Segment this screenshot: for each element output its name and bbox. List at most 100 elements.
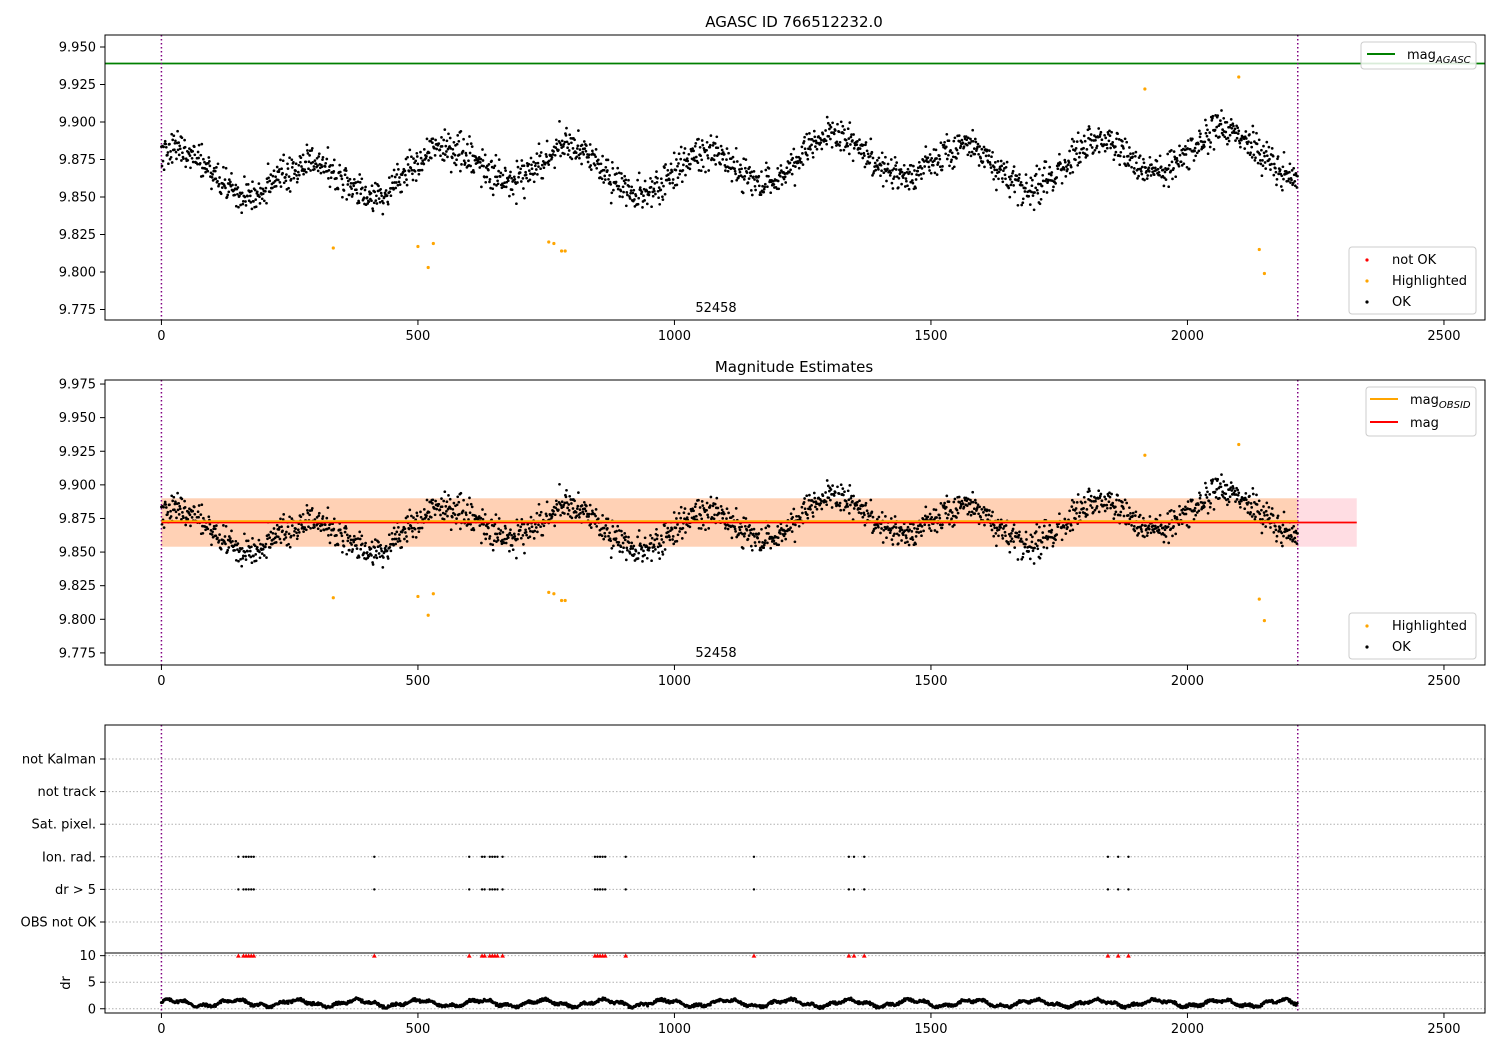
ok-point [537,523,540,527]
ok-point [839,120,843,124]
ok-point [603,178,607,181]
ok-point [1147,524,1151,528]
ok-point [656,545,660,549]
ok-point [1246,151,1250,155]
ok-point [1033,191,1036,194]
ok-point [177,153,181,157]
ok-point [643,536,647,540]
ok-point [1290,178,1293,182]
ok-point [264,545,267,549]
ok-point [1229,486,1233,490]
ok-point [468,151,472,155]
ok-point [1214,134,1218,138]
ok-point [289,177,293,181]
panel2-ytick-label: 9.950 [59,411,96,426]
ok-point [611,525,615,528]
ok-point [952,500,956,504]
ok-point [806,157,810,161]
ok-point [342,544,346,548]
ok-point [295,537,299,541]
ok-point [1169,527,1173,531]
ok-point [749,544,753,548]
ok-point [742,534,746,538]
ok-point [503,537,506,541]
ok-point [650,205,653,209]
ok-point [265,556,268,559]
ok-point [864,503,867,507]
ok-point [999,526,1003,529]
ok-point [515,159,519,163]
ok-point [1088,489,1091,493]
ok-point [340,177,344,181]
ok-point [349,185,352,188]
ok-point [792,147,796,151]
ok-point [1201,140,1205,144]
ok-point [1264,509,1268,513]
ok-point [301,525,304,529]
flag-event-point [242,888,245,891]
ok-point [1070,505,1074,508]
ok-point [350,195,354,198]
legend-label-mag: mag [1410,416,1439,431]
ok-point [181,151,184,155]
ok-point [623,532,627,535]
ok-point [508,194,511,198]
ok-point [633,552,636,556]
ok-point [1125,501,1129,505]
ok-point [1090,138,1094,142]
ok-point [810,138,814,141]
ok-point [1275,539,1278,543]
ok-point [805,153,809,157]
ok-point [863,523,867,527]
ok-point [924,505,928,509]
ok-point [577,491,580,494]
ok-point [645,202,649,206]
ok-point [587,515,590,518]
ok-point [821,132,825,136]
ok-point [735,178,739,182]
ok-point [1234,139,1237,142]
ok-point [627,535,630,539]
ok-point [173,502,177,506]
ok-point [1033,546,1036,550]
ok-point [759,191,762,194]
ok-point [859,512,863,515]
ok-point [394,181,398,184]
ok-point [791,156,795,160]
ok-point [852,494,855,498]
ok-point [697,137,700,141]
ok-point [1294,172,1298,175]
ok-point [1007,532,1011,536]
ok-point [299,160,302,164]
flag-event-point [247,888,250,891]
ok-point [581,150,585,154]
ok-point [1121,139,1124,143]
ok-point [637,529,641,532]
ok-point [994,174,998,178]
ok-point [1204,493,1208,497]
ok-point [203,160,206,164]
ok-point [488,178,492,181]
ok-point [1234,493,1238,496]
ok-point [292,176,296,180]
ok-point [862,511,866,515]
legend-marker-ok [1365,300,1369,304]
panel1-annotation: 52458 [695,301,736,316]
ok-point [240,546,244,550]
ok-point [1258,517,1262,521]
ok-point [441,511,445,515]
ok-point [1052,185,1055,189]
ok-point [724,527,727,530]
ok-point [180,518,183,521]
ok-point [1019,181,1023,184]
flag-event-point [496,855,499,858]
ok-point [1018,530,1021,534]
ok-point [310,146,314,150]
ok-point [561,145,565,148]
ok-point [487,526,490,530]
ok-point [1276,155,1280,158]
ok-point [937,154,941,158]
ok-point [394,537,398,541]
ok-point [893,515,897,518]
ok-point [410,155,413,159]
